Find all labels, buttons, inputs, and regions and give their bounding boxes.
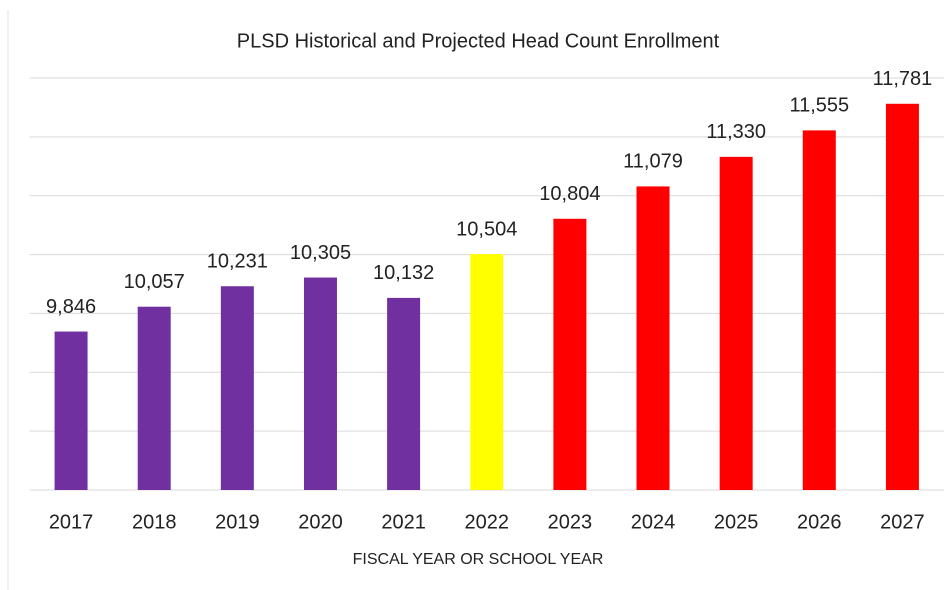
- value-label: 9,846: [46, 296, 96, 318]
- value-label: 11,781: [873, 68, 933, 90]
- bar: [303, 277, 337, 490]
- bar: [220, 286, 254, 490]
- value-label: 10,305: [290, 242, 351, 264]
- bar: [636, 186, 670, 490]
- bar: [54, 331, 88, 490]
- x-tick-label: 2019: [215, 511, 260, 533]
- chart-title: PLSD Historical and Projected Head Count…: [237, 30, 720, 52]
- value-label: 10,231: [207, 251, 268, 273]
- bar: [137, 306, 171, 490]
- value-label: 11,330: [706, 121, 766, 143]
- x-axis-label: FISCAL YEAR OR SCHOOL YEAR: [353, 551, 604, 568]
- value-label: 10,504: [456, 218, 517, 240]
- x-tick-label: 2022: [465, 511, 510, 533]
- x-tick-label: 2020: [298, 511, 343, 533]
- bar: [387, 297, 421, 490]
- bar: [553, 218, 587, 490]
- value-label: 11,079: [623, 151, 683, 173]
- value-label: 10,804: [539, 183, 600, 205]
- x-tick-label: 2023: [548, 511, 593, 533]
- x-tick-label: 2024: [631, 511, 676, 533]
- x-tick-label: 2027: [880, 511, 925, 533]
- x-tick-label: 2026: [797, 511, 842, 533]
- bar: [802, 130, 836, 490]
- x-tick-label: 2025: [714, 511, 759, 533]
- bar: [470, 254, 504, 490]
- x-tick-label: 2017: [49, 511, 94, 533]
- x-tick-label: 2018: [132, 511, 177, 533]
- value-label: 10,132: [373, 262, 434, 284]
- bar: [719, 156, 753, 490]
- x-tick-label: 2021: [381, 511, 426, 533]
- value-label: 11,555: [789, 95, 849, 117]
- bar: [885, 103, 919, 491]
- value-label: 10,057: [124, 271, 185, 293]
